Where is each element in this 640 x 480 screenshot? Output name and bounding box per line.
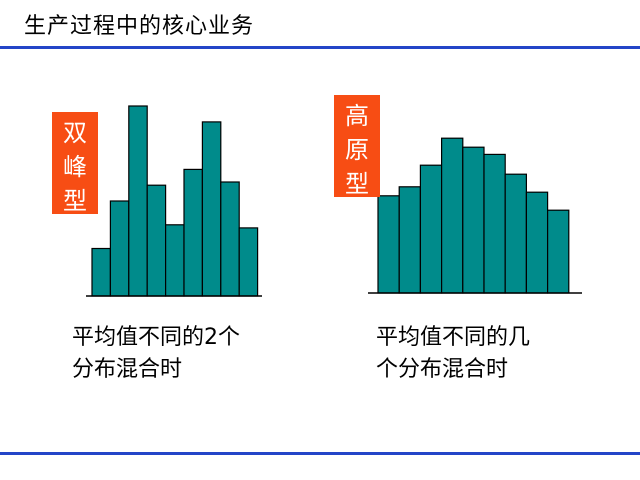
- top-divider: [0, 46, 640, 49]
- histogram-plateau-bar-6: [483, 153, 506, 294]
- slide-title: 生产过程中的核心业务: [24, 14, 255, 39]
- histogram-plateau: [368, 137, 582, 294]
- caption-bimodal: 平均值不同的2个 分布混合时: [72, 322, 240, 386]
- caption-plateau-line-2: 个分布混合时: [376, 357, 509, 382]
- histogram-bimodal-bar-9: [238, 227, 259, 297]
- histogram-plateau-bar-4: [441, 137, 464, 294]
- label-plateau: 高 原 型: [334, 95, 380, 198]
- histogram-bimodal-bar-3: [128, 105, 148, 297]
- label-plateau-char-1: 高: [345, 102, 369, 130]
- caption-bimodal-line-2: 分布混合时: [72, 357, 183, 382]
- histogram-bimodal-bar-8: [220, 181, 240, 297]
- label-bimodal-char-2: 峰: [63, 153, 87, 181]
- histogram-bimodal-bar-5: [165, 224, 185, 297]
- histogram-plateau-bar-8: [525, 191, 549, 294]
- caption-plateau-line-1: 平均值不同的几: [376, 325, 531, 350]
- label-plateau-char-2: 原: [345, 136, 369, 164]
- label-bimodal-char-3: 型: [63, 187, 87, 215]
- caption-plateau: 平均值不同的几 个分布混合时: [376, 322, 530, 386]
- label-bimodal: 双 峰 型: [52, 112, 98, 215]
- histogram-bimodal-bar-1: [91, 247, 111, 297]
- bottom-divider: [0, 452, 640, 455]
- caption-bimodal-line-1: 平均值不同的2个: [72, 325, 240, 350]
- histogram-bimodal-bar-7: [201, 121, 222, 297]
- histogram-plateau-bar-5: [462, 146, 485, 294]
- histogram-bimodal-bar-2: [109, 200, 130, 297]
- histogram-bimodal: [86, 105, 262, 297]
- label-bimodal-char-1: 双: [63, 119, 87, 147]
- histogram-plateau-bar-3: [419, 164, 443, 294]
- histogram-plateau-bar-1: [377, 195, 400, 294]
- label-plateau-char-3: 型: [345, 170, 369, 198]
- histogram-plateau-bar-9: [546, 209, 570, 294]
- histogram-bimodal-bar-4: [146, 184, 167, 297]
- histogram-plateau-bar-7: [504, 173, 528, 294]
- histogram-plateau-bar-2: [398, 186, 422, 294]
- histogram-bimodal-bar-6: [183, 168, 203, 297]
